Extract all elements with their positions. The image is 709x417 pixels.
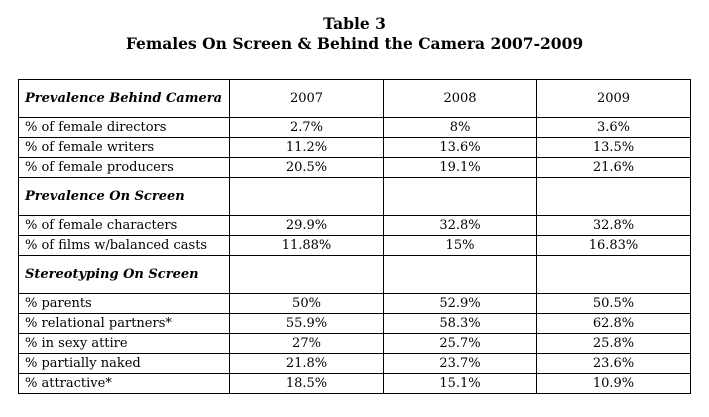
table-row: % of female producers 20.5% 19.1% 21.6% [18,157,691,178]
table-title: Females On Screen & Behind the Camera 20… [125,34,584,53]
row-label: % of female producers [18,157,230,178]
table-cell: 16.83% [536,235,691,256]
table-row: % parents 50% 52.9% 50.5% [18,293,691,314]
column-header: 2008 [383,79,537,118]
table-cell: 10.9% [536,373,691,394]
table-cell: 20.5% [229,157,384,178]
table-cell: 62.8% [536,313,691,334]
table-cell: 55.9% [229,313,384,334]
table-cell: 32.8% [536,215,691,236]
table-cell: 23.6% [536,353,691,374]
row-label: % of female characters [18,215,230,236]
table-row: % partially naked 21.8% 23.7% 23.6% [18,353,691,374]
row-label: % in sexy attire [18,333,230,354]
table-number: Table 3 [323,14,386,33]
table-cell: 29.9% [229,215,384,236]
table-cell: 13.6% [383,137,537,158]
table-cell: 50.5% [536,293,691,314]
table-cell: 52.9% [383,293,537,314]
table-row: % relational partners* 55.9% 58.3% 62.8% [18,313,691,334]
table-cell [229,177,384,216]
table-cell: 15.1% [383,373,537,394]
table-row: % of films w/balanced casts 11.88% 15% 1… [18,235,691,256]
row-label: % parents [18,293,230,314]
table-cell [229,255,384,294]
table-row: % of female writers 11.2% 13.6% 13.5% [18,137,691,158]
section-heading: Stereotyping On Screen [18,255,230,294]
table-cell: 11.2% [229,137,384,158]
table-cell: 15% [383,235,537,256]
column-header: 2009 [536,79,691,118]
row-label: % attractive* [18,373,230,394]
row-label: % of female directors [18,117,230,138]
table-cell [383,177,537,216]
table-cell: 21.6% [536,157,691,178]
table-row: % of female directors 2.7% 8% 3.6% [18,117,691,138]
table-caption: Table 3 Females On Screen & Behind the C… [0,14,709,54]
table-cell: 58.3% [383,313,537,334]
table-row: % in sexy attire 27% 25.7% 25.8% [18,333,691,354]
table-cell: 25.7% [383,333,537,354]
table-cell: 27% [229,333,384,354]
table-row: Prevalence On Screen [18,177,691,216]
table-cell: 19.1% [383,157,537,178]
row-label: % of female writers [18,137,230,158]
table-cell: 50% [229,293,384,314]
table-cell: 32.8% [383,215,537,236]
row-label: % partially naked [18,353,230,374]
data-table: Prevalence Behind Camera 2007 2008 2009 … [18,79,691,394]
table-row: Prevalence Behind Camera 2007 2008 2009 [18,79,691,118]
table-cell [383,255,537,294]
table-row: Stereotyping On Screen [18,255,691,294]
table-row: % attractive* 18.5% 15.1% 10.9% [18,373,691,394]
table-cell [536,255,691,294]
table-cell: 21.8% [229,353,384,374]
table-cell: 8% [383,117,537,138]
table-cell: 11.88% [229,235,384,256]
column-header: 2007 [229,79,384,118]
row-label: % of films w/balanced casts [18,235,230,256]
table-cell: 13.5% [536,137,691,158]
table-cell: 25.8% [536,333,691,354]
table-cell [536,177,691,216]
section-heading: Prevalence Behind Camera [18,79,230,118]
table-cell: 3.6% [536,117,691,138]
table-row: % of female characters 29.9% 32.8% 32.8% [18,215,691,236]
table-cell: 18.5% [229,373,384,394]
row-label: % relational partners* [18,313,230,334]
table-cell: 2.7% [229,117,384,138]
section-heading: Prevalence On Screen [18,177,230,216]
table-cell: 23.7% [383,353,537,374]
